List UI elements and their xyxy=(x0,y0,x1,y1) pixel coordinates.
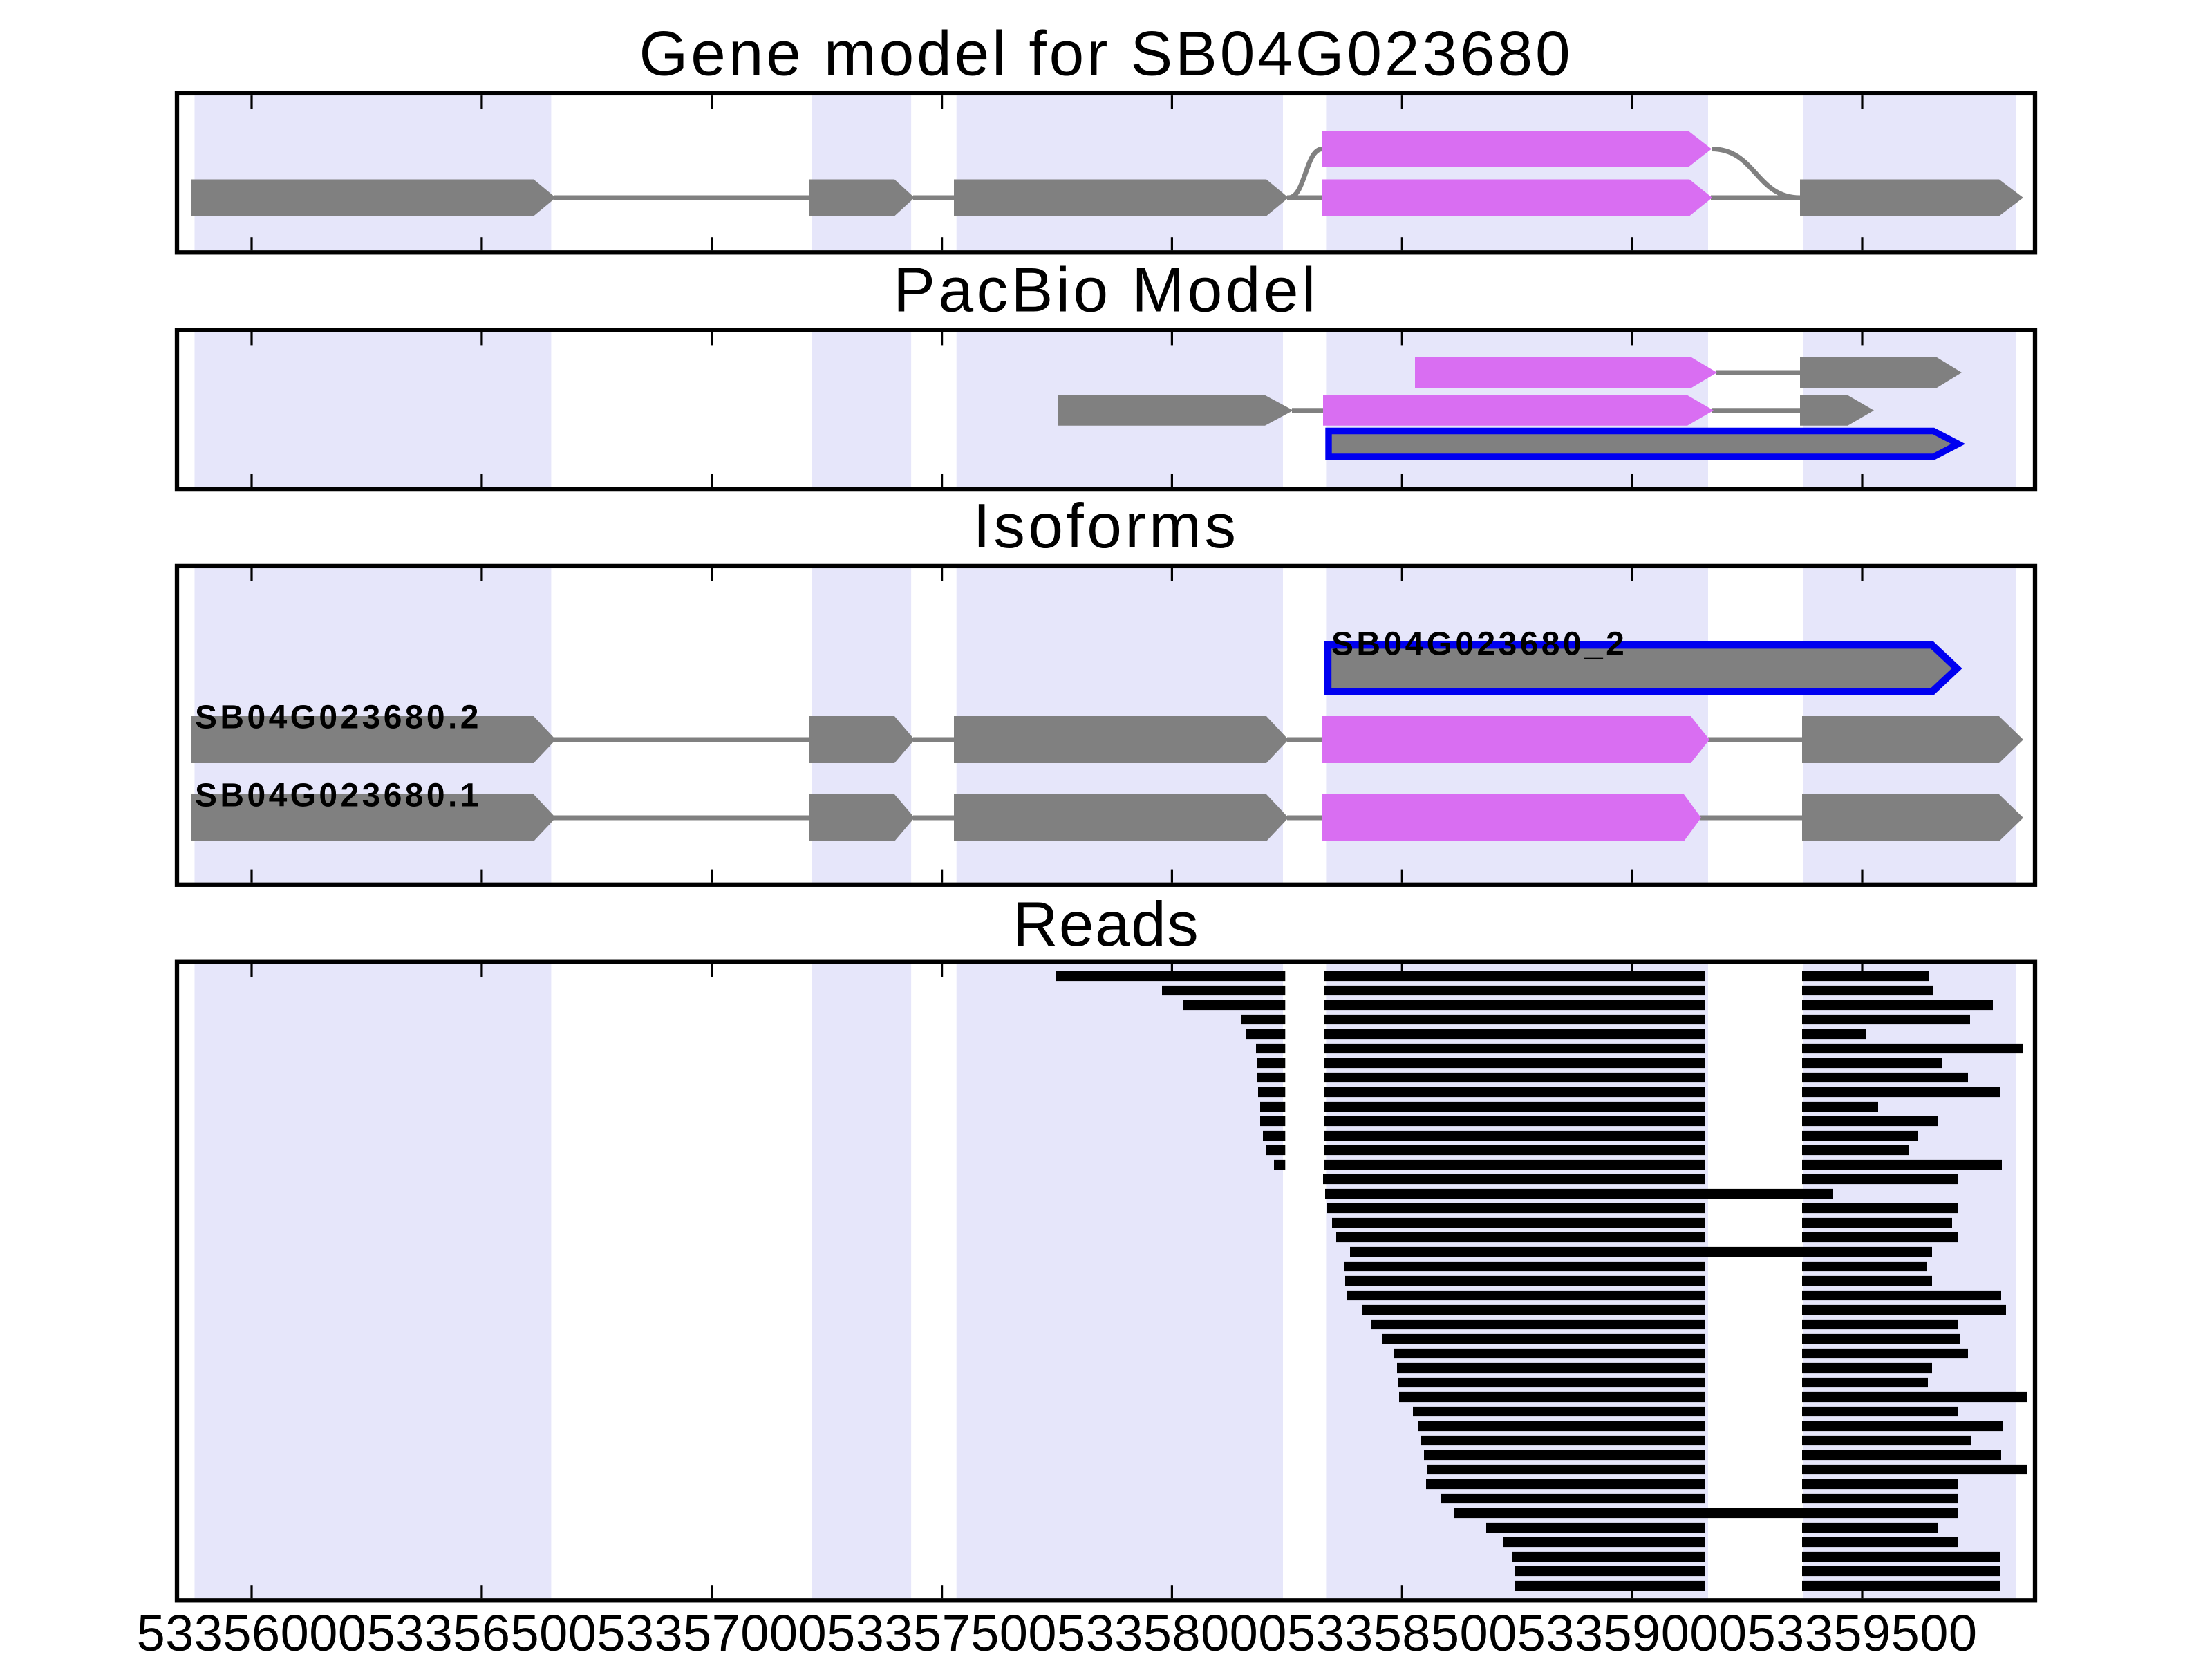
svg-text:53356500: 53356500 xyxy=(366,1604,597,1659)
svg-text:PacBio Model: PacBio Model xyxy=(893,256,1318,326)
svg-text:53356000: 53356000 xyxy=(137,1604,367,1659)
svg-text:SB04G023680.1: SB04G023680.1 xyxy=(195,778,482,814)
svg-text:Gene model for SB04G023680: Gene model for SB04G023680 xyxy=(639,19,1573,89)
svg-text:53359500: 53359500 xyxy=(1747,1604,1978,1659)
svg-text:SB04G023680_2: SB04G023680_2 xyxy=(1331,626,1627,663)
svg-text:53358500: 53358500 xyxy=(1287,1604,1517,1659)
svg-text:Isoforms: Isoforms xyxy=(973,491,1239,561)
svg-text:53357500: 53357500 xyxy=(827,1604,1057,1659)
svg-text:53357000: 53357000 xyxy=(597,1604,827,1659)
svg-text:53359000: 53359000 xyxy=(1517,1604,1747,1659)
svg-text:53358000: 53358000 xyxy=(1057,1604,1287,1659)
svg-text:SB04G023680.2: SB04G023680.2 xyxy=(195,700,482,736)
svg-text:Reads: Reads xyxy=(1013,890,1200,959)
